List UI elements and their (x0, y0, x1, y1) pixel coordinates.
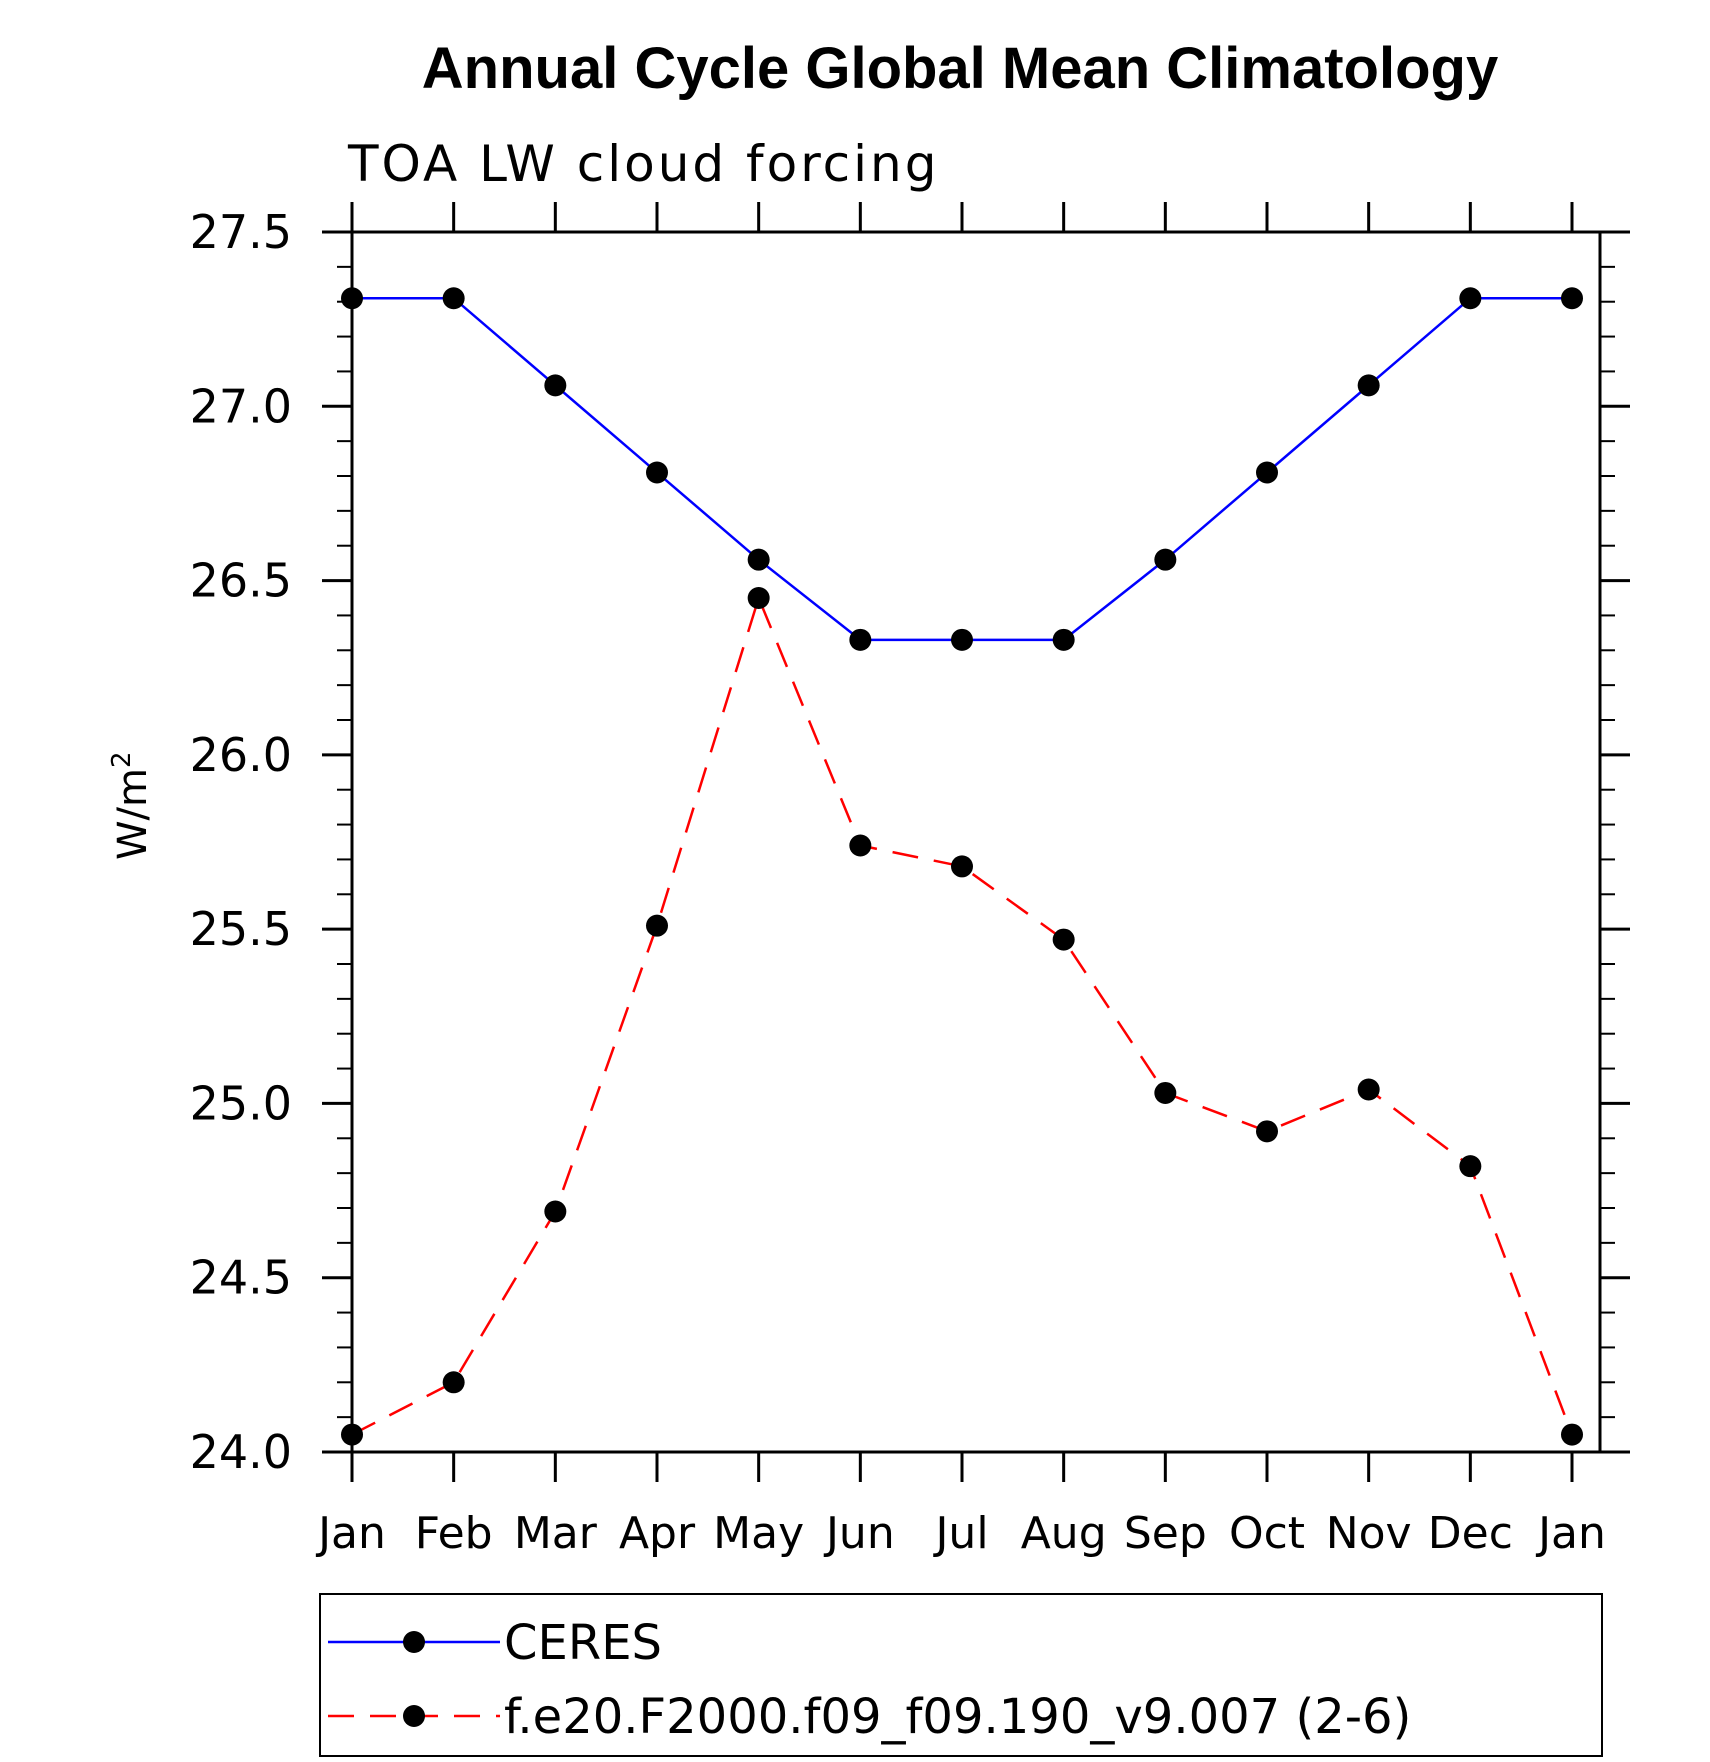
series-1-point (1256, 1120, 1278, 1143)
legend-label-0: CERES (504, 1615, 662, 1671)
y-tick-label: 27.5 (190, 205, 292, 259)
series-1-point (1052, 928, 1075, 951)
x-tick-label: Feb (415, 1508, 493, 1559)
series-0-point (646, 461, 668, 484)
x-tick-label: Mar (514, 1508, 598, 1559)
axis-ticks (322, 202, 1630, 1482)
series-1-point (1459, 1155, 1482, 1178)
series-0-point (1256, 461, 1278, 484)
x-tick-label: Jan (315, 1508, 386, 1559)
legend-marker-1 (403, 1705, 425, 1727)
x-tick-label: Jan (1535, 1508, 1606, 1559)
y-tick-label: 26.5 (190, 554, 292, 608)
x-tick-label: Sep (1124, 1508, 1207, 1559)
y-tick-label: 26.0 (190, 728, 292, 782)
series-1-point (1154, 1081, 1177, 1104)
series-0-point (951, 628, 973, 651)
series-1-point (1561, 1423, 1583, 1446)
legend-label-1: f.e20.F2000.f09_f09.190_v9.007 (2-6) (504, 1689, 1411, 1745)
series-1-point (442, 1371, 465, 1394)
series-markers (341, 287, 1583, 1446)
series-0-point (1052, 628, 1075, 651)
y-tick-label: 24.0 (190, 1425, 292, 1479)
chart-subtitle: TOA LW cloud forcing (347, 135, 939, 193)
series-1-point (646, 914, 668, 937)
x-tick-label: Apr (619, 1508, 696, 1559)
series-0-point (1459, 287, 1482, 310)
series-1-point (544, 1200, 567, 1223)
plot-frame (350, 230, 1602, 1454)
svg-text:W/m2: W/m2 (107, 751, 156, 860)
series-0-point (747, 548, 770, 571)
x-tick-label: Jul (932, 1508, 988, 1559)
legend: CERES f.e20.F2000.f09_f09.190_v9.007 (2-6… (319, 1593, 1603, 1757)
x-tick-label: Dec (1428, 1508, 1513, 1559)
x-tick-label: May (713, 1508, 804, 1559)
y-tick-label: 25.0 (190, 1076, 292, 1130)
chart-title: Annual Cycle Global Mean Climatology (422, 36, 1498, 101)
y-tick-label: 25.5 (190, 902, 292, 956)
series-0-point (849, 628, 872, 651)
series-1-point (849, 834, 872, 857)
series-0-point (442, 287, 465, 310)
series-line-1 (351, 594, 1574, 1436)
series-0-point (1357, 374, 1380, 397)
legend-marker-0 (403, 1631, 425, 1653)
y-axis-label: W/m2 (107, 751, 156, 860)
series-0-point (544, 374, 567, 397)
y-tick-labels: 24.0 24.5 25.0 25.5 26.0 26.5 27.0 27.5 (190, 205, 292, 1479)
y-axis-label-superscript: 2 (107, 751, 137, 768)
x-tick-label: Nov (1326, 1508, 1412, 1559)
x-tick-label: Oct (1229, 1508, 1305, 1559)
series-1-point (951, 855, 973, 878)
y-axis-label-text: W/m (110, 768, 156, 860)
x-tick-label: Jun (823, 1508, 895, 1559)
series-0-point (341, 287, 363, 310)
series-0-point (1154, 548, 1177, 571)
x-tick-labels: Jan Feb Mar Apr May Jun Jul Aug Sep Oct Nov Dec Jan (315, 1508, 1606, 1559)
series-line-0 (352, 296, 1572, 642)
series-0-point (1561, 287, 1583, 310)
series-1-point (1357, 1078, 1380, 1101)
series-1-point (341, 1423, 363, 1446)
y-tick-label: 27.0 (190, 379, 292, 433)
legend-frame (319, 1593, 1603, 1757)
y-tick-label: 24.5 (190, 1251, 292, 1305)
x-tick-label: Aug (1021, 1508, 1107, 1559)
series-1-point (747, 587, 770, 609)
